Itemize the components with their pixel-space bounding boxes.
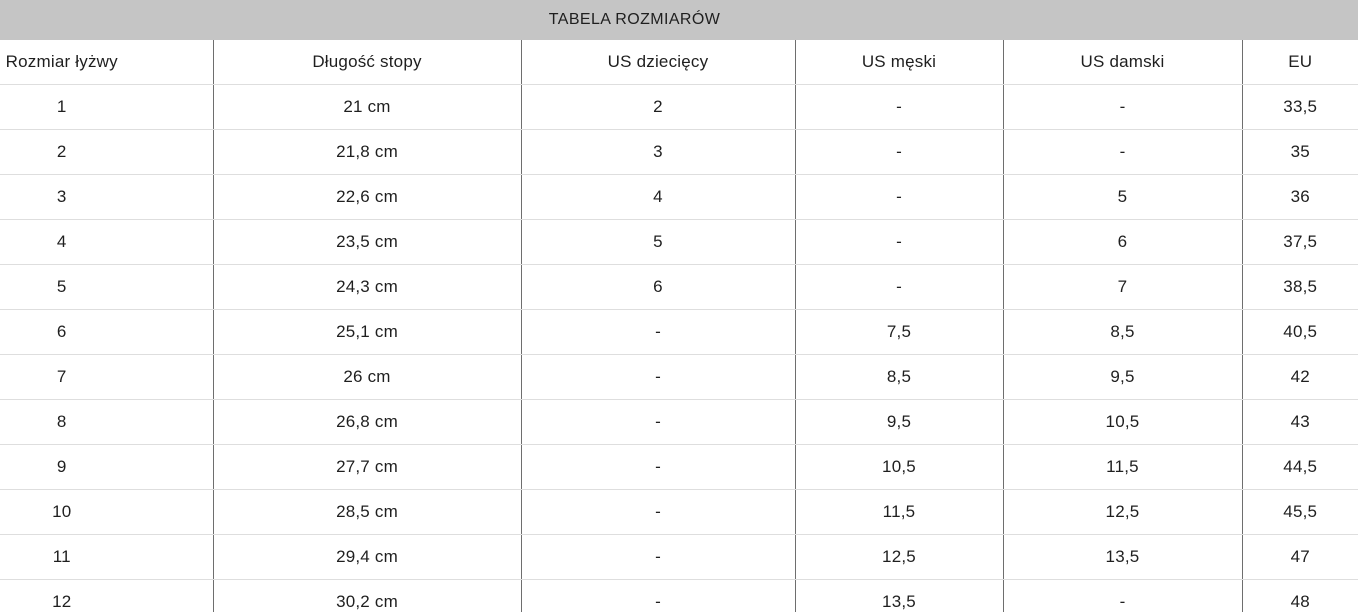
cell-us-mens: 11,5 — [794, 489, 1003, 535]
cell-eu: 43 — [1241, 399, 1358, 445]
cell-eu: 42 — [1241, 354, 1358, 400]
cell-eu: 44,5 — [1241, 444, 1358, 490]
table-row: 1 21 cm 2 - - 33,5 — [0, 84, 1358, 130]
cell-us-mens: - — [794, 264, 1003, 310]
cell-foot-length: 26 cm — [212, 354, 521, 400]
cell-foot-length: 26,8 cm — [212, 399, 521, 445]
cell-foot-length: 23,5 cm — [212, 219, 521, 265]
cell-eu: 45,5 — [1241, 489, 1358, 535]
cell-us-kids: 6 — [520, 264, 795, 310]
cell-us-mens: 7,5 — [794, 309, 1003, 355]
cell-foot-length: 30,2 cm — [212, 579, 521, 612]
cell-us-kids: - — [520, 489, 795, 535]
column-header-us-kids: US dziecięcy — [520, 40, 795, 85]
cell-us-kids: - — [520, 579, 795, 612]
cell-eu: 37,5 — [1241, 219, 1358, 265]
cell-us-womens: 8,5 — [1002, 309, 1242, 355]
cell-foot-length: 28,5 cm — [212, 489, 521, 535]
cell-eu: 48 — [1241, 579, 1358, 612]
cell-skate-size: 10 — [0, 489, 213, 535]
cell-us-womens: 12,5 — [1002, 489, 1242, 535]
cell-us-mens: - — [794, 129, 1003, 175]
cell-skate-size: 2 — [0, 129, 213, 175]
cell-skate-size: 11 — [0, 534, 213, 580]
column-header-us-mens: US męski — [794, 40, 1003, 85]
cell-eu: 35 — [1241, 129, 1358, 175]
cell-us-kids: - — [520, 354, 795, 400]
cell-foot-length: 27,7 cm — [212, 444, 521, 490]
cell-us-womens: 11,5 — [1002, 444, 1242, 490]
cell-skate-size: 6 — [0, 309, 213, 355]
cell-skate-size: 1 — [0, 84, 213, 130]
cell-us-womens: 13,5 — [1002, 534, 1242, 580]
table-row: 5 24,3 cm 6 - 7 38,5 — [0, 264, 1358, 310]
cell-us-womens: 7 — [1002, 264, 1242, 310]
cell-foot-length: 21,8 cm — [212, 129, 521, 175]
cell-us-mens: 12,5 — [794, 534, 1003, 580]
cell-foot-length: 22,6 cm — [212, 174, 521, 220]
table-row: 9 27,7 cm - 10,5 11,5 44,5 — [0, 444, 1358, 490]
cell-us-womens: 10,5 — [1002, 399, 1242, 445]
cell-eu: 33,5 — [1241, 84, 1358, 130]
cell-us-womens: - — [1002, 84, 1242, 130]
cell-skate-size: 4 — [0, 219, 213, 265]
table-row: 2 21,8 cm 3 - - 35 — [0, 129, 1358, 175]
cell-skate-size: 3 — [0, 174, 213, 220]
table-row: 6 25,1 cm - 7,5 8,5 40,5 — [0, 309, 1358, 355]
table-row: 4 23,5 cm 5 - 6 37,5 — [0, 219, 1358, 265]
header-row: Rozmiar łyżwy Długość stopy US dziecięcy… — [0, 40, 1358, 85]
column-header-eu: EU — [1241, 40, 1358, 85]
cell-us-mens: 13,5 — [794, 579, 1003, 612]
cell-us-mens: - — [794, 174, 1003, 220]
cell-eu: 36 — [1241, 174, 1358, 220]
cell-us-mens: 8,5 — [794, 354, 1003, 400]
column-header-skate-size: Rozmiar łyżwy — [0, 40, 213, 85]
cell-us-womens: 5 — [1002, 174, 1242, 220]
table-row: 11 29,4 cm - 12,5 13,5 47 — [0, 534, 1358, 580]
cell-us-kids: 4 — [520, 174, 795, 220]
cell-foot-length: 24,3 cm — [212, 264, 521, 310]
cell-us-kids: 5 — [520, 219, 795, 265]
table-row: 8 26,8 cm - 9,5 10,5 43 — [0, 399, 1358, 445]
cell-us-kids: 3 — [520, 129, 795, 175]
cell-foot-length: 29,4 cm — [212, 534, 521, 580]
table-row: 7 26 cm - 8,5 9,5 42 — [0, 354, 1358, 400]
cell-eu: 40,5 — [1241, 309, 1358, 355]
table-title: TABELA ROZMIARÓW — [0, 0, 1358, 40]
table-row: 3 22,6 cm 4 - 5 36 — [0, 174, 1358, 220]
cell-skate-size: 12 — [0, 579, 213, 612]
cell-eu: 47 — [1241, 534, 1358, 580]
table-row: 10 28,5 cm - 11,5 12,5 45,5 — [0, 489, 1358, 535]
cell-us-kids: - — [520, 309, 795, 355]
cell-us-womens: 9,5 — [1002, 354, 1242, 400]
cell-skate-size: 9 — [0, 444, 213, 490]
cell-us-mens: - — [794, 84, 1003, 130]
cell-us-mens: - — [794, 219, 1003, 265]
cell-foot-length: 21 cm — [212, 84, 521, 130]
cell-foot-length: 25,1 cm — [212, 309, 521, 355]
cell-skate-size: 8 — [0, 399, 213, 445]
column-header-us-womens: US damski — [1002, 40, 1242, 85]
cell-us-kids: 2 — [520, 84, 795, 130]
cell-us-womens: - — [1002, 579, 1242, 612]
column-header-foot-length: Długość stopy — [212, 40, 521, 85]
cell-skate-size: 5 — [0, 264, 213, 310]
cell-eu: 38,5 — [1241, 264, 1358, 310]
cell-us-kids: - — [520, 444, 795, 490]
cell-skate-size: 7 — [0, 354, 213, 400]
cell-us-mens: 10,5 — [794, 444, 1003, 490]
table-row: 12 30,2 cm - 13,5 - 48 — [0, 579, 1358, 612]
cell-us-womens: - — [1002, 129, 1242, 175]
cell-us-kids: - — [520, 399, 795, 445]
cell-us-kids: - — [520, 534, 795, 580]
cell-us-womens: 6 — [1002, 219, 1242, 265]
cell-us-mens: 9,5 — [794, 399, 1003, 445]
